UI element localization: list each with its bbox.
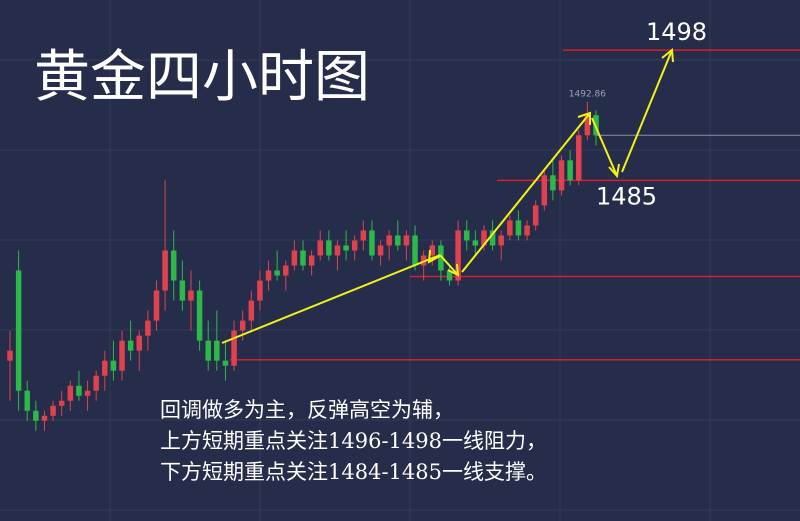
candle-body	[550, 175, 556, 191]
candle-body	[41, 415, 48, 421]
candle-body	[351, 240, 358, 251]
candle-body	[300, 250, 306, 266]
arrow	[591, 117, 618, 177]
candle-body	[214, 340, 220, 361]
candle-body	[102, 360, 108, 376]
candle-body	[498, 235, 504, 246]
candle-body	[7, 350, 13, 361]
candle-body	[541, 175, 548, 206]
candle-body	[196, 290, 203, 341]
candle-body	[136, 335, 143, 351]
candle-body	[507, 220, 513, 236]
arrow	[221, 254, 441, 344]
candle-body	[412, 235, 418, 266]
candle-body	[369, 230, 375, 256]
candle-body	[524, 225, 530, 236]
candle-body	[93, 375, 99, 391]
candle-body	[343, 245, 349, 251]
arrows	[221, 48, 674, 344]
candle-body	[446, 270, 453, 281]
level-label: 1498	[646, 18, 707, 46]
candle-body	[33, 410, 39, 421]
candle-body	[76, 385, 82, 396]
chart-title: 黄金四小时图	[34, 45, 370, 110]
candle-body	[420, 255, 427, 266]
arrow-head	[577, 111, 591, 125]
arrow-head	[661, 48, 674, 63]
arrow	[621, 49, 673, 173]
candle-body	[274, 270, 280, 276]
candle-body	[567, 160, 573, 181]
arrow-head	[447, 263, 460, 277]
candle-body	[515, 220, 522, 236]
annotation: 上方短期重点关注1496-1498一线阻力，	[160, 429, 547, 453]
candle-body	[403, 235, 410, 246]
arrow-head	[427, 249, 441, 264]
candle-body	[472, 240, 479, 246]
candle-body	[153, 290, 160, 321]
candle-body	[24, 390, 30, 411]
candle-body	[145, 320, 151, 336]
candle-body	[188, 290, 194, 301]
candle-body	[377, 245, 384, 256]
candle-body	[50, 405, 56, 416]
candle-body	[58, 400, 65, 406]
candle-body	[532, 205, 539, 226]
candle-body	[162, 250, 168, 291]
candle-body	[127, 340, 134, 351]
arrow	[461, 112, 591, 273]
arrow	[439, 254, 459, 276]
peak-label: 1492.86	[569, 90, 606, 100]
candle-body	[489, 230, 496, 246]
candle-body	[386, 235, 392, 246]
candle-body	[15, 270, 22, 391]
candle-body	[84, 390, 91, 396]
candle-body	[576, 135, 582, 181]
candle-body	[231, 330, 237, 366]
candle-body	[395, 235, 401, 246]
candle-body	[308, 255, 315, 266]
arrow-head	[608, 163, 620, 179]
candle-body	[170, 250, 177, 281]
candle-body	[360, 230, 367, 241]
candle-body	[222, 360, 229, 366]
candle-body	[584, 115, 591, 136]
candle-body	[429, 245, 436, 256]
candle-body	[119, 340, 125, 371]
candle-body	[334, 245, 341, 256]
candle-body	[239, 320, 246, 331]
candle-body	[291, 250, 298, 266]
candle-body	[558, 160, 565, 191]
candle-body	[326, 240, 332, 256]
annotation: 下方短期重点关注1484-1485一线支撑。	[160, 460, 547, 484]
candle-body	[179, 280, 186, 301]
candle-body	[257, 280, 263, 301]
candle-body	[67, 385, 74, 401]
candle-body	[455, 230, 461, 281]
candle-body	[317, 240, 323, 256]
candle-body	[110, 360, 117, 371]
candle-body	[205, 340, 211, 361]
candle-body	[283, 265, 289, 276]
candle-body	[481, 230, 487, 246]
level-label: 1485	[596, 182, 657, 210]
candle-body	[265, 270, 272, 281]
candle-body	[248, 300, 255, 321]
candle-body	[463, 230, 470, 241]
candle-body	[438, 245, 444, 271]
plot: 1498 1485 1492.86	[7, 18, 800, 431]
annotation: 回调做多为主，反弹高空为辅，	[160, 398, 454, 422]
